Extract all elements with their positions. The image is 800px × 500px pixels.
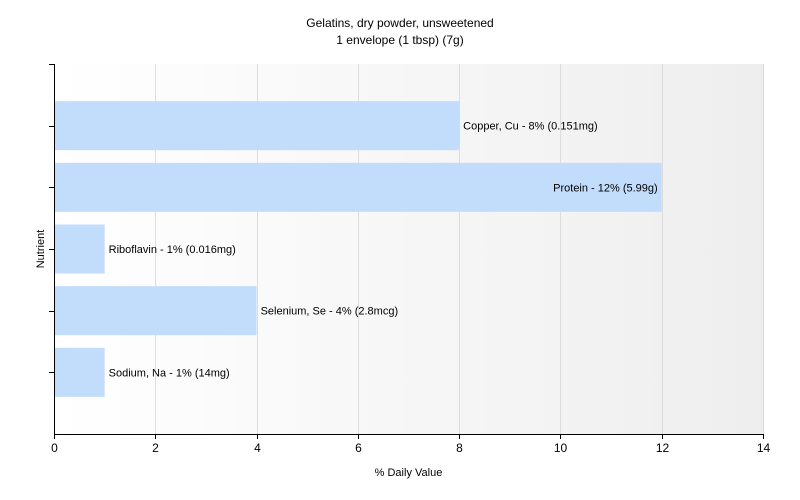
x-axis-label: % Daily Value bbox=[375, 467, 443, 479]
x-tick-label: 4 bbox=[254, 441, 261, 455]
x-tick-label: 2 bbox=[152, 441, 159, 455]
bar-label: Riboflavin - 1% (0.016mg) bbox=[109, 244, 236, 256]
bar bbox=[54, 224, 105, 274]
x-tick-label: 6 bbox=[355, 441, 362, 455]
x-tick-label: 0 bbox=[51, 441, 58, 455]
chart-subtitle: 1 envelope (1 tbsp) (7g) bbox=[336, 33, 464, 47]
bar-label: Protein - 12% (5.99g) bbox=[553, 182, 658, 194]
y-axis-label: Nutrient bbox=[35, 230, 47, 269]
bar-label: Copper, Cu - 8% (0.151mg) bbox=[463, 121, 598, 133]
x-tick-label: 14 bbox=[757, 441, 771, 455]
bar-label: Sodium, Na - 1% (14mg) bbox=[109, 367, 230, 379]
bar bbox=[54, 162, 662, 212]
bar bbox=[54, 286, 257, 336]
x-tick-label: 10 bbox=[554, 441, 568, 455]
axes: 0 2 4 6 8 10 12 14 bbox=[49, 64, 770, 455]
bar bbox=[54, 347, 105, 397]
x-tick-label: 12 bbox=[656, 441, 670, 455]
bar-label: Selenium, Se - 4% (2.8mcg) bbox=[261, 306, 399, 318]
bar bbox=[54, 101, 460, 151]
chart-title: Gelatins, dry powder, unsweetened bbox=[306, 16, 494, 30]
x-tick-label: 8 bbox=[456, 441, 463, 455]
bars: Copper, Cu - 8% (0.151mg) Protein - 12% (… bbox=[54, 101, 662, 397]
